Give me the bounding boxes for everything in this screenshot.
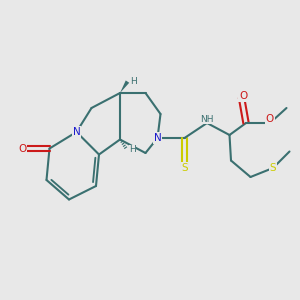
Text: O: O <box>18 143 27 154</box>
Text: H: H <box>130 77 137 86</box>
Polygon shape <box>120 80 129 93</box>
Text: N: N <box>154 133 161 143</box>
Text: N: N <box>73 127 80 137</box>
Text: O: O <box>266 114 274 124</box>
Text: S: S <box>270 163 276 173</box>
Text: S: S <box>181 163 188 173</box>
Text: O: O <box>239 91 247 101</box>
Text: H: H <box>129 146 136 154</box>
Text: NH: NH <box>200 115 214 124</box>
